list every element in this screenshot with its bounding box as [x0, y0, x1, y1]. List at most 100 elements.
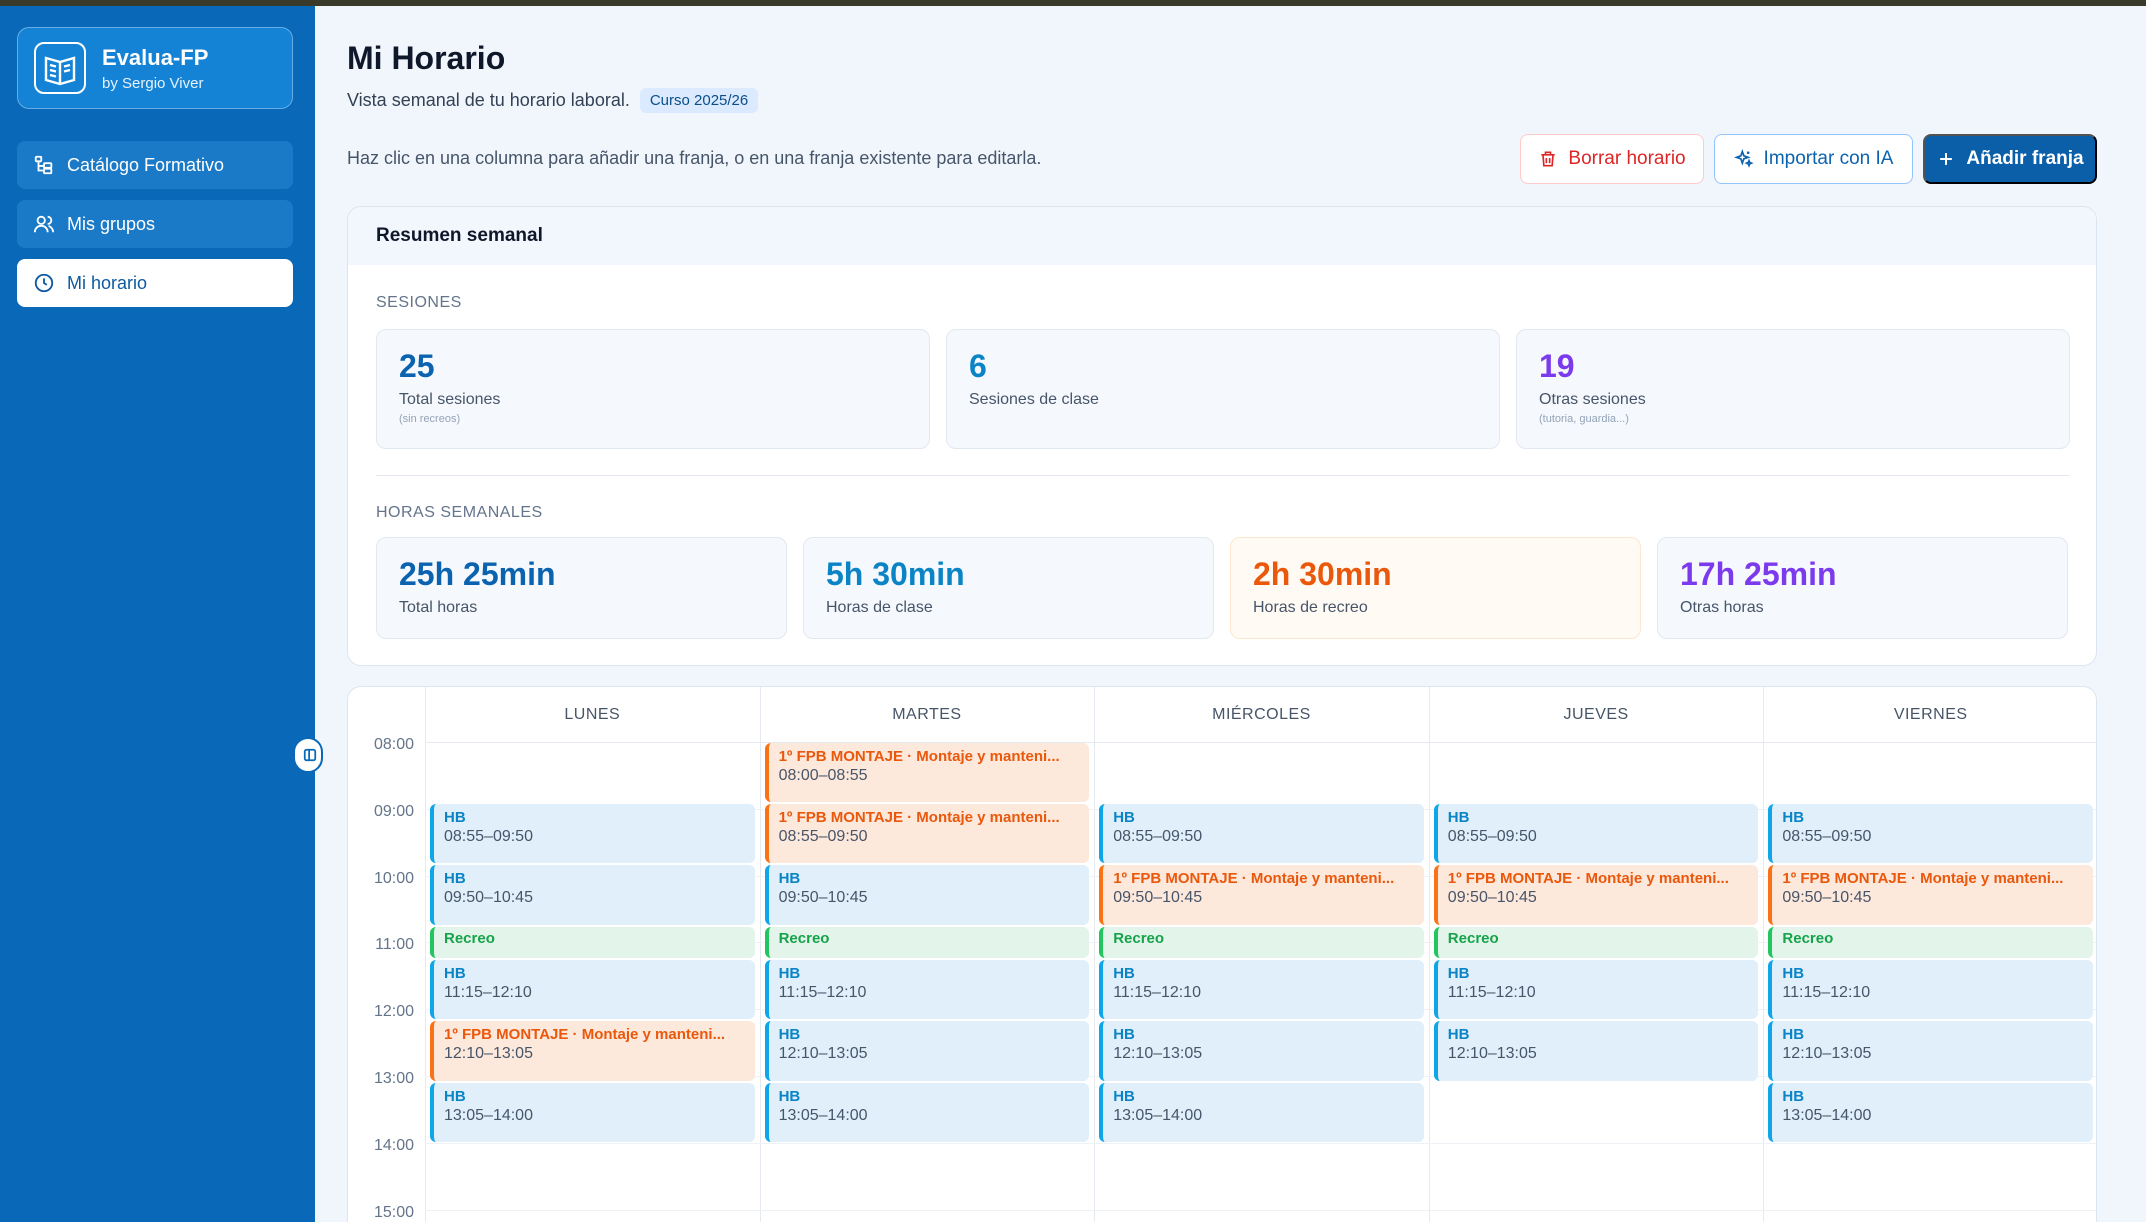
schedule-slot[interactable]: HB 12:10–13:05 — [1433, 1021, 1759, 1081]
users-icon — [33, 213, 55, 235]
slot-time: 09:50–10:45 — [444, 889, 533, 907]
schedule-slot[interactable]: HB 08:55–09:50 — [430, 804, 755, 864]
schedule-slot[interactable]: HB 08:55–09:50 — [1099, 804, 1424, 864]
stat-value: 25 — [399, 348, 435, 384]
sidebar: Evalua-FP by Sergio Viver Catálogo Forma… — [0, 6, 315, 1222]
hour-gridline — [425, 1142, 2096, 1144]
slot-time: 08:00–08:55 — [778, 767, 868, 784]
plus-icon — [1940, 153, 1953, 165]
slot-time: 09:50–10:45 — [1447, 889, 1537, 907]
schedule-slot[interactable]: 1º FPB MONTAJE · Montaje y manteni... 09:… — [1768, 865, 2093, 925]
schedule-slot[interactable]: HB 09:50–10:45 — [764, 865, 1090, 925]
slot-time: 08:55–09:50 — [1782, 828, 1872, 846]
slot-time: 11:15–12:10 — [1782, 984, 1871, 1002]
brand-name: Evalua-FP — [102, 44, 209, 70]
slot-time: 12:10–13:05 — [778, 1045, 868, 1063]
slot-time: 11:15–12:10 — [1113, 984, 1201, 1002]
day-header: MARTES — [759, 687, 1095, 743]
hour-label: 12:00 — [373, 1003, 414, 1021]
sidebar-collapse-button[interactable] — [293, 737, 323, 773]
slot-title: HB — [444, 870, 466, 888]
stat-value: 25h 25min — [399, 556, 556, 592]
sidebar-item-label: Mi horario — [67, 272, 148, 293]
sidebar-item-grupos[interactable]: Mis grupos — [17, 200, 293, 248]
stat-value: 19 — [1539, 348, 1575, 384]
slot-title: 1º FPB MONTAJE · Montaje y manteni... — [1447, 870, 1729, 888]
window-top-border — [0, 0, 2146, 6]
hour-label: 13:00 — [373, 1070, 414, 1087]
weekly-calendar[interactable]: LUNES MARTES MIÉRCOLES JUEVES VIERNES 08:00 09… — [347, 686, 2097, 1222]
slot-title: HB — [1782, 1026, 1805, 1044]
course-badge: Curso 2025/26 — [639, 88, 759, 113]
schedule-slot[interactable]: HB 12:10–13:05 — [1099, 1021, 1424, 1081]
schedule-slot[interactable]: HB 11:15–12:10 — [764, 960, 1090, 1020]
hours-stat-card: 5h 30min Horas de clase — [803, 537, 1214, 639]
clock-icon — [33, 272, 55, 294]
slot-title: HB — [1447, 1026, 1470, 1044]
hours-section-label: HORAS SEMANALES — [376, 504, 543, 521]
schedule-slot[interactable]: HB 11:15–12:10 — [430, 960, 755, 1020]
recess-slot[interactable]: Recreo — [1768, 926, 2093, 959]
help-hint: Haz clic en una columna para añadir una … — [347, 148, 1042, 168]
column-divider — [1094, 687, 1096, 1222]
schedule-slot[interactable]: HB 08:55–09:50 — [1433, 804, 1759, 864]
add-slot-button[interactable]: Añadir franja — [1923, 134, 2097, 184]
schedule-slot[interactable]: HB 09:50–10:45 — [430, 865, 755, 925]
slot-time: 11:15–12:10 — [778, 984, 867, 1002]
schedule-slot[interactable]: HB 11:15–12:10 — [1433, 960, 1759, 1020]
import-ai-button[interactable]: Importar con IA — [1714, 134, 1913, 184]
schedule-slot[interactable]: 1º FPB MONTAJE · Montaje y manteni... 12:… — [430, 1021, 755, 1081]
slot-time: 13:05–14:00 — [444, 1106, 533, 1124]
schedule-slot[interactable]: HB 12:10–13:05 — [1768, 1021, 2093, 1081]
slot-time: 09:50–10:45 — [1113, 889, 1203, 907]
slot-time: 13:05–14:00 — [778, 1106, 868, 1124]
slot-time: 08:55–09:50 — [1113, 828, 1203, 846]
schedule-slot[interactable]: HB 13:05–14:00 — [430, 1082, 755, 1142]
recess-slot[interactable]: Recreo — [1433, 926, 1759, 959]
schedule-slot[interactable]: 1º FPB MONTAJE · Montaje y manteni... 08:… — [764, 743, 1090, 803]
sidebar-item-horario[interactable]: Mi horario — [17, 259, 293, 307]
sidebar-item-catalogo[interactable]: Catálogo Formativo — [17, 141, 293, 189]
slot-time: 13:05–14:00 — [1113, 1106, 1203, 1124]
recess-slot[interactable]: Recreo — [1099, 926, 1424, 959]
sidebar-nav: Catálogo Formativo Mis grupos Mi horario — [17, 141, 293, 318]
schedule-slot[interactable]: HB 12:10–13:05 — [764, 1021, 1090, 1081]
stat-value: 6 — [969, 348, 987, 384]
slot-title: HB — [1113, 1026, 1135, 1044]
hour-label: 08:00 — [373, 736, 414, 753]
slot-title: HB — [1113, 965, 1135, 983]
slot-title: 1º FPB MONTAJE · Montaje y manteni... — [778, 748, 1060, 765]
schedule-slot[interactable]: HB 08:55–09:50 — [1768, 804, 2093, 864]
slot-title: HB — [1447, 965, 1470, 983]
slot-title: HB — [778, 1026, 801, 1044]
brand-card[interactable]: Evalua-FP by Sergio Viver — [17, 27, 293, 109]
recess-slot[interactable]: Recreo — [764, 926, 1090, 959]
slot-time: 08:55–09:50 — [444, 828, 533, 846]
add-slot-label: Añadir franja — [1966, 148, 2084, 169]
schedule-slot[interactable]: HB 11:15–12:10 — [1768, 960, 2093, 1020]
stat-label: Horas de recreo — [1253, 599, 1368, 616]
schedule-slot[interactable]: HB 13:05–14:00 — [1768, 1082, 2093, 1142]
sidebar-item-label: Mis grupos — [67, 213, 156, 234]
schedule-slot[interactable]: 1º FPB MONTAJE · Montaje y manteni... 08:… — [764, 804, 1090, 864]
slot-title: HB — [1113, 809, 1135, 827]
schedule-slot[interactable]: HB 13:05–14:00 — [1099, 1082, 1424, 1142]
schedule-slot[interactable]: 1º FPB MONTAJE · Montaje y manteni... 09:… — [1433, 865, 1759, 925]
schedule-slot[interactable]: HB 11:15–12:10 — [1099, 960, 1424, 1020]
slot-title: 1º FPB MONTAJE · Montaje y manteni... — [1113, 870, 1395, 888]
hour-label: 14:00 — [373, 1136, 414, 1154]
session-stat-card: 19 Otras sesiones (tutoria, guardia...) — [1516, 329, 2070, 449]
delete-schedule-button[interactable]: Borrar horario — [1520, 134, 1704, 184]
column-divider — [425, 687, 426, 1222]
schedule-slot[interactable]: 1º FPB MONTAJE · Montaje y manteni... 09:… — [1099, 865, 1424, 925]
panel-toggle-icon — [303, 748, 317, 762]
sparkles-icon — [1733, 149, 1754, 168]
day-header: JUEVES — [1428, 687, 1764, 743]
recess-slot[interactable]: Recreo — [430, 926, 755, 959]
slot-title: Recreo — [778, 929, 830, 947]
day-header: LUNES — [425, 687, 760, 743]
stat-value: 2h 30min — [1253, 556, 1392, 592]
column-divider — [759, 687, 761, 1222]
schedule-slot[interactable]: HB 13:05–14:00 — [764, 1082, 1090, 1142]
stat-label: Sesiones de clase — [969, 391, 1099, 408]
